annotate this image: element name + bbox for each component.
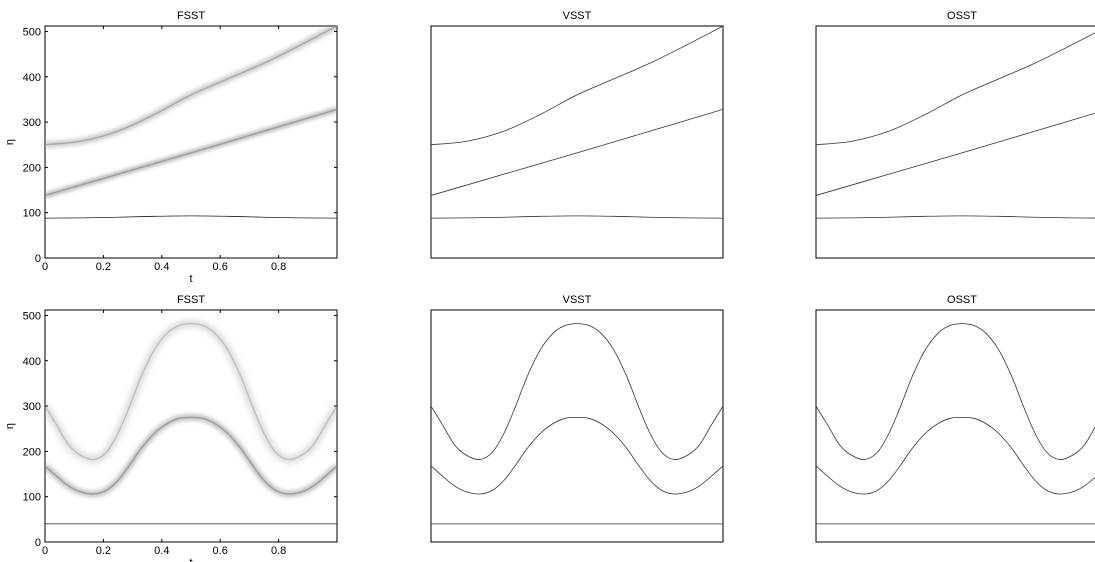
- y-axis-label: η: [4, 139, 16, 145]
- y-tick-label: 0: [35, 537, 41, 549]
- x-tick-label: 0.4: [154, 545, 169, 557]
- curves: [816, 323, 1095, 525]
- x-tick-label: 0.2: [96, 261, 111, 273]
- series-2-line: [816, 112, 1095, 196]
- y-tick-label: 300: [23, 117, 41, 129]
- series-1-line: [45, 26, 337, 146]
- y-tick-label: 200: [23, 446, 41, 458]
- panel-3: OSST: [815, 10, 1095, 259]
- panel-title: FSST: [177, 294, 205, 306]
- y-tick-label: 500: [23, 310, 41, 322]
- panel-title: VSST: [563, 294, 592, 306]
- y-axis-label: η: [4, 423, 16, 429]
- series-3-line: [431, 215, 723, 219]
- y-tick-label: 100: [23, 208, 41, 220]
- x-tick-label: 0.4: [154, 261, 169, 273]
- x-tick-label: 0.2: [96, 545, 111, 557]
- curves: [45, 26, 337, 219]
- panel-5: VSST: [430, 294, 724, 543]
- panel-title: VSST: [563, 10, 592, 22]
- series-1-line: [816, 32, 1095, 146]
- plot-frame: [430, 309, 724, 543]
- panel-2: VSST: [430, 10, 724, 259]
- curves: [431, 323, 723, 525]
- series-2-line: [45, 416, 337, 495]
- series-2-line: [45, 108, 337, 197]
- series-1-line: [816, 323, 1095, 460]
- x-tick-label: 0: [42, 545, 48, 557]
- y-tick-label: 400: [23, 72, 41, 84]
- series-3-line: [45, 215, 337, 219]
- x-axis-label: t: [189, 273, 192, 285]
- plot-frame: [815, 309, 1095, 543]
- y-tick-label: 100: [23, 492, 41, 504]
- curves: [431, 26, 723, 219]
- curves: [816, 32, 1095, 219]
- x-tick-label: 0: [42, 261, 48, 273]
- y-tick-label: 0: [35, 253, 41, 265]
- panel-6: OSST: [815, 294, 1095, 543]
- series-1-line: [45, 322, 337, 461]
- y-tick-label: 200: [23, 162, 41, 174]
- panel-title: OSST: [947, 294, 977, 306]
- panel-title: FSST: [177, 10, 205, 22]
- plot-frame: [430, 25, 724, 259]
- y-tick-label: 500: [23, 26, 41, 38]
- plot-frame: [44, 309, 338, 543]
- x-tick-label: 0.6: [213, 261, 228, 273]
- panel-4: FSST 0 0.2 0.4 0.6 0.8 t 0 100 200 300 400 500 η: [4, 294, 338, 562]
- x-tick-label: 0.8: [271, 545, 286, 557]
- series-2-line: [431, 416, 723, 495]
- y-tick-label: 400: [23, 356, 41, 368]
- plot-frame: [815, 25, 1095, 259]
- plot-frame: [44, 25, 338, 259]
- y-tick-label: 300: [23, 401, 41, 413]
- series-2-line: [431, 108, 723, 196]
- series-1-line: [431, 26, 723, 146]
- curves: [45, 320, 337, 525]
- x-axis-label: t: [189, 557, 192, 562]
- panel-1: FSST 0 0.2 0.4 0.6 0.8 t 0 100 200 300 400 500 η: [4, 10, 338, 285]
- series-3-line: [816, 215, 1095, 219]
- x-tick-label: 0.8: [271, 261, 286, 273]
- series-2-line: [816, 416, 1095, 495]
- panel-title: OSST: [947, 10, 977, 22]
- x-tick-label: 0.6: [213, 545, 228, 557]
- series-1-line: [431, 323, 723, 460]
